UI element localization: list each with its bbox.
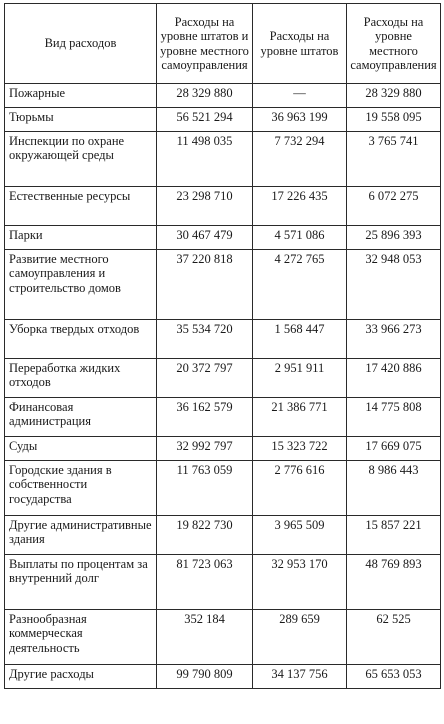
cell-local: 17 669 075 bbox=[346, 436, 441, 461]
cell-state: 4 272 765 bbox=[252, 249, 347, 320]
cell-state: 289 659 bbox=[252, 609, 347, 665]
cell-state: 17 226 435 bbox=[252, 186, 347, 226]
row-label: Развитие местного самоуправления и строи… bbox=[4, 249, 157, 320]
cell-local: 62 525 bbox=[346, 609, 441, 665]
cell-state: 1 568 447 bbox=[252, 319, 347, 359]
table-row: Тюрьмы 56 521 294 36 963 199 19 558 095 bbox=[4, 107, 441, 132]
cell-state: 7 732 294 bbox=[252, 131, 347, 187]
row-label: Выплаты по процентам за внутренний долг bbox=[4, 554, 157, 610]
cell-total: 99 790 809 bbox=[156, 664, 253, 689]
row-label: Уборка твердых отходов bbox=[4, 319, 157, 359]
cell-total: 36 162 579 bbox=[156, 397, 253, 437]
cell-state: 32 953 170 bbox=[252, 554, 347, 610]
cell-total: 11 498 035 bbox=[156, 131, 253, 187]
cell-total: 28 329 880 bbox=[156, 83, 253, 108]
row-label: Пожарные bbox=[4, 83, 157, 108]
cell-state: 4 571 086 bbox=[252, 225, 347, 250]
row-label: Другие расходы bbox=[4, 664, 157, 689]
header-local: Расходы на уровне местного самоуправлени… bbox=[346, 3, 441, 84]
table-row: Пожарные 28 329 880 — 28 329 880 bbox=[4, 83, 441, 108]
row-label: Другие административные здания bbox=[4, 515, 157, 555]
cell-state: 21 386 771 bbox=[252, 397, 347, 437]
row-label: Тюрьмы bbox=[4, 107, 157, 132]
cell-local: 14 775 808 bbox=[346, 397, 441, 437]
table-row: Инспекции по охране окружающей среды 11 … bbox=[4, 131, 441, 187]
row-label: Разнообразная коммерческая деятельность bbox=[4, 609, 157, 665]
cell-total: 19 822 730 bbox=[156, 515, 253, 555]
cell-state: 2 951 911 bbox=[252, 358, 347, 398]
cell-total: 81 723 063 bbox=[156, 554, 253, 610]
table-row: Финансовая администрация 36 162 579 21 3… bbox=[4, 397, 441, 437]
cell-local: 19 558 095 bbox=[346, 107, 441, 132]
row-label: Переработка жидких отходов bbox=[4, 358, 157, 398]
cell-local: 25 896 393 bbox=[346, 225, 441, 250]
header-expense-type: Вид расходов bbox=[4, 3, 157, 84]
cell-state: 2 776 616 bbox=[252, 460, 347, 516]
row-label: Естественные ресурсы bbox=[4, 186, 157, 226]
cell-local: 6 072 275 bbox=[346, 186, 441, 226]
cell-local: 15 857 221 bbox=[346, 515, 441, 555]
table-body: Пожарные 28 329 880 — 28 329 880 Тюрьмы … bbox=[4, 83, 441, 689]
cell-state: 3 965 509 bbox=[252, 515, 347, 555]
table-row: Разнообразная коммерческая деятельность … bbox=[4, 609, 441, 665]
row-label: Суды bbox=[4, 436, 157, 461]
table-row: Естественные ресурсы 23 298 710 17 226 4… bbox=[4, 186, 441, 226]
row-label: Парки bbox=[4, 225, 157, 250]
table-row: Другие административные здания 19 822 73… bbox=[4, 515, 441, 555]
cell-total: 352 184 bbox=[156, 609, 253, 665]
row-label: Городские здания в собственности государ… bbox=[4, 460, 157, 516]
table-header-row: Вид расходов Расходы на уровне штатов и … bbox=[4, 3, 441, 84]
cell-total: 20 372 797 bbox=[156, 358, 253, 398]
cell-total: 23 298 710 bbox=[156, 186, 253, 226]
cell-total: 56 521 294 bbox=[156, 107, 253, 132]
table-row: Городские здания в собственности государ… bbox=[4, 460, 441, 516]
cell-total: 32 992 797 bbox=[156, 436, 253, 461]
cell-state: 36 963 199 bbox=[252, 107, 347, 132]
table-row: Парки 30 467 479 4 571 086 25 896 393 bbox=[4, 225, 441, 250]
row-label: Финансовая администрация bbox=[4, 397, 157, 437]
cell-total: 11 763 059 bbox=[156, 460, 253, 516]
cell-local: 28 329 880 bbox=[346, 83, 441, 108]
table-row: Другие расходы 99 790 809 34 137 756 65 … bbox=[4, 664, 441, 689]
cell-local: 8 986 443 bbox=[346, 460, 441, 516]
cell-local: 3 765 741 bbox=[346, 131, 441, 187]
cell-state: — bbox=[252, 83, 347, 108]
table-row: Уборка твердых отходов 35 534 720 1 568 … bbox=[4, 319, 441, 359]
expenses-table: Вид расходов Расходы на уровне штатов и … bbox=[4, 3, 441, 689]
cell-total: 37 220 818 bbox=[156, 249, 253, 320]
cell-total: 35 534 720 bbox=[156, 319, 253, 359]
cell-local: 17 420 886 bbox=[346, 358, 441, 398]
table-row: Суды 32 992 797 15 323 722 17 669 075 bbox=[4, 436, 441, 461]
table-row: Выплаты по процентам за внутренний долг … bbox=[4, 554, 441, 610]
header-state: Расходы на уровне штатов bbox=[252, 3, 347, 84]
cell-state: 15 323 722 bbox=[252, 436, 347, 461]
cell-local: 32 948 053 bbox=[346, 249, 441, 320]
cell-local: 48 769 893 bbox=[346, 554, 441, 610]
cell-local: 65 653 053 bbox=[346, 664, 441, 689]
row-label: Инспекции по охране окружающей среды bbox=[4, 131, 157, 187]
cell-local: 33 966 273 bbox=[346, 319, 441, 359]
cell-total: 30 467 479 bbox=[156, 225, 253, 250]
table-row: Развитие местного самоуправления и строи… bbox=[4, 249, 441, 320]
expenses-table-container: Вид расходов Расходы на уровне штатов и … bbox=[4, 3, 441, 689]
table-row: Переработка жидких отходов 20 372 797 2 … bbox=[4, 358, 441, 398]
cell-state: 34 137 756 bbox=[252, 664, 347, 689]
header-state-and-local: Расходы на уровне штатов и уровне местно… bbox=[156, 3, 253, 84]
